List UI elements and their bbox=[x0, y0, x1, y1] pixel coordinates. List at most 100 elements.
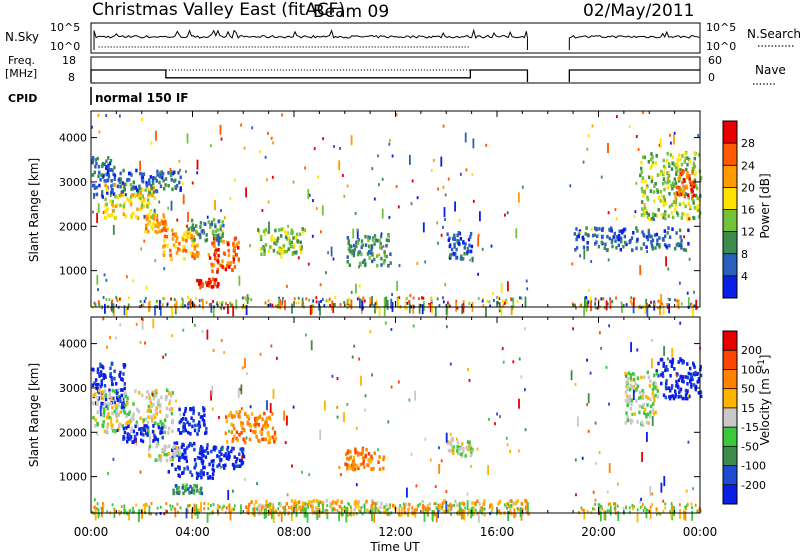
x-tick-label-5: 20:00 bbox=[581, 525, 616, 539]
velocity-colorbar-swatch-5 bbox=[723, 388, 737, 409]
power-colorbar-swatch-5 bbox=[723, 165, 737, 188]
velocity-colorbar-swatch-0 bbox=[723, 484, 737, 505]
power-ytick-label-2: 3000 bbox=[59, 176, 87, 189]
power-colorbar-tick-label-4: 20 bbox=[741, 181, 755, 194]
power-plot-bg bbox=[91, 111, 700, 307]
nsearch-label: N.Search bbox=[747, 27, 800, 41]
freq-tick-low: 8 bbox=[68, 71, 75, 84]
velocity-colorbar-tick-label-2: 50 bbox=[741, 383, 755, 396]
velocity-colorbar-swatch-4 bbox=[723, 407, 737, 428]
date-label: 02/May/2011 bbox=[583, 1, 695, 21]
power-ylabel: Slant Range [km] bbox=[27, 158, 41, 262]
nave-tick-high: 60 bbox=[708, 54, 722, 67]
nsky-tick-high: 10^5 bbox=[50, 21, 80, 34]
cpid-value: normal 150 IF bbox=[95, 91, 189, 105]
power-colorbar-tick-label-3: 16 bbox=[741, 204, 755, 217]
velocity-plot-bg bbox=[91, 317, 700, 513]
power-region-0 bbox=[91, 156, 117, 199]
x-tick-labels: 00:00 04:00 08:00 12:00 16:00 20:00 00:00 bbox=[74, 525, 718, 539]
velocity-colorbar-tick-label-5: -50 bbox=[741, 440, 759, 453]
velocity-ytick-label-2: 3000 bbox=[59, 382, 87, 395]
power-background-scatter bbox=[91, 111, 700, 317]
power-colorbar-tick-label-5: 24 bbox=[741, 159, 755, 172]
beam-label: Beam 09 bbox=[313, 2, 389, 22]
velocity-region-3 bbox=[218, 445, 246, 471]
velocity-colorbar: 200 100 50 15 -15 -50 -100 -200 bbox=[722, 330, 766, 505]
freq-label-line2: [MHz] bbox=[5, 67, 37, 80]
velocity-colorbar-swatch-7 bbox=[723, 350, 737, 370]
power-ytick-label-3: 4000 bbox=[59, 132, 87, 145]
x-tick-label-1: 04:00 bbox=[175, 525, 210, 539]
nsky-label: N.Sky bbox=[5, 30, 39, 44]
velocity-ylabel: Slant Range [km] bbox=[27, 363, 41, 467]
power-region-12 bbox=[675, 169, 697, 199]
velocity-region-5 bbox=[122, 424, 164, 444]
velocity-region-4 bbox=[147, 441, 182, 463]
velocity-colorbar-swatch-3 bbox=[723, 427, 737, 447]
power-colorbar-swatch-6 bbox=[723, 143, 737, 166]
power-region-5 bbox=[187, 217, 225, 243]
x-tick-label-2: 08:00 bbox=[277, 525, 312, 539]
power-region-4 bbox=[207, 236, 240, 274]
power-colorbar-tick-label-2: 12 bbox=[741, 226, 755, 239]
nave-label: Nave bbox=[755, 63, 786, 77]
nsky-panel-frame bbox=[90, 22, 701, 54]
velocity-colorbar-tick-label-6: -100 bbox=[741, 460, 766, 473]
velocity-colorbar-tick-label-1: 100 bbox=[741, 363, 762, 376]
nsky-tick-low: 10^0 bbox=[50, 40, 80, 53]
velocity-region-6 bbox=[224, 410, 278, 445]
velocity-region-2 bbox=[167, 441, 219, 480]
velocity-region-12 bbox=[655, 357, 703, 401]
power-panel: 1000 2000 3000 4000 Slant Range [km] bbox=[27, 110, 703, 317]
velocity-ytick-label-3: 4000 bbox=[59, 338, 87, 351]
power-region-9 bbox=[346, 233, 392, 268]
x-axis-label: Time UT bbox=[369, 540, 420, 554]
power-colorbar-label: Power [dB] bbox=[758, 173, 772, 238]
x-tick-label-0: 00:00 bbox=[74, 525, 109, 539]
power-colorbar-tick-label-0: 4 bbox=[741, 270, 748, 283]
velocity-ytick-label-1: 2000 bbox=[59, 426, 87, 439]
velocity-colorbar-tick-label-7: -200 bbox=[741, 479, 766, 492]
power-colorbar-swatch-7 bbox=[723, 121, 737, 144]
nsky-trace bbox=[93, 28, 700, 50]
velocity-background-scatter bbox=[91, 317, 702, 523]
power-colorbar-swatch-4 bbox=[723, 187, 737, 210]
velocity-colorbar-swatch-2 bbox=[723, 446, 737, 466]
x-tick-label-4: 16:00 bbox=[480, 525, 515, 539]
velocity-colorbar-swatch-1 bbox=[723, 465, 737, 486]
velocity-region-8 bbox=[172, 483, 204, 496]
velocity-region-0 bbox=[91, 361, 127, 410]
power-axes: 1000 2000 3000 4000 bbox=[59, 111, 701, 307]
power-ytick-label-1: 2000 bbox=[59, 220, 87, 233]
power-region-7 bbox=[196, 277, 220, 290]
power-region-10 bbox=[446, 231, 474, 261]
power-region-8 bbox=[116, 168, 182, 195]
power-region-1 bbox=[104, 182, 157, 220]
power-region-13 bbox=[573, 226, 690, 252]
velocity-region-9 bbox=[344, 446, 386, 472]
nsearch-tick-high: 10^5 bbox=[706, 21, 736, 34]
power-colorbar: 4 8 12 16 20 24 28 bbox=[722, 120, 755, 299]
station-title: Christmas Valley East (fitACF) bbox=[92, 0, 345, 20]
velocity-panel: 1000 2000 3000 4000 Slant Range [km] bbox=[27, 316, 703, 523]
nsearch-tick-low: 10^0 bbox=[706, 40, 736, 53]
velocity-colorbar-swatch-6 bbox=[723, 369, 737, 389]
x-tick-label-3: 12:00 bbox=[378, 525, 413, 539]
power-colorbar-swatch-0 bbox=[723, 275, 737, 299]
power-colorbar-tick-label-6: 28 bbox=[741, 137, 755, 150]
velocity-plot-frame bbox=[90, 316, 701, 514]
power-colorbar-swatch-3 bbox=[723, 209, 737, 232]
power-ytick-label-0: 1000 bbox=[59, 265, 87, 278]
power-colorbar-swatch-2 bbox=[723, 231, 737, 255]
nave-tick-low: 0 bbox=[708, 71, 715, 84]
velocity-region-7 bbox=[177, 406, 208, 436]
velocity-colorbar-label: Velocity [m s-1] bbox=[757, 355, 772, 446]
freq-label-line1: Freq. bbox=[8, 54, 35, 67]
velocity-colorbar-tick-label-4: -15 bbox=[741, 421, 759, 434]
freq-trace bbox=[90, 69, 700, 82]
freq-tick-high: 18 bbox=[62, 54, 76, 67]
velocity-scatter bbox=[91, 317, 703, 523]
power-plot-frame bbox=[90, 110, 701, 308]
velocity-ytick-label-0: 1000 bbox=[59, 471, 87, 484]
